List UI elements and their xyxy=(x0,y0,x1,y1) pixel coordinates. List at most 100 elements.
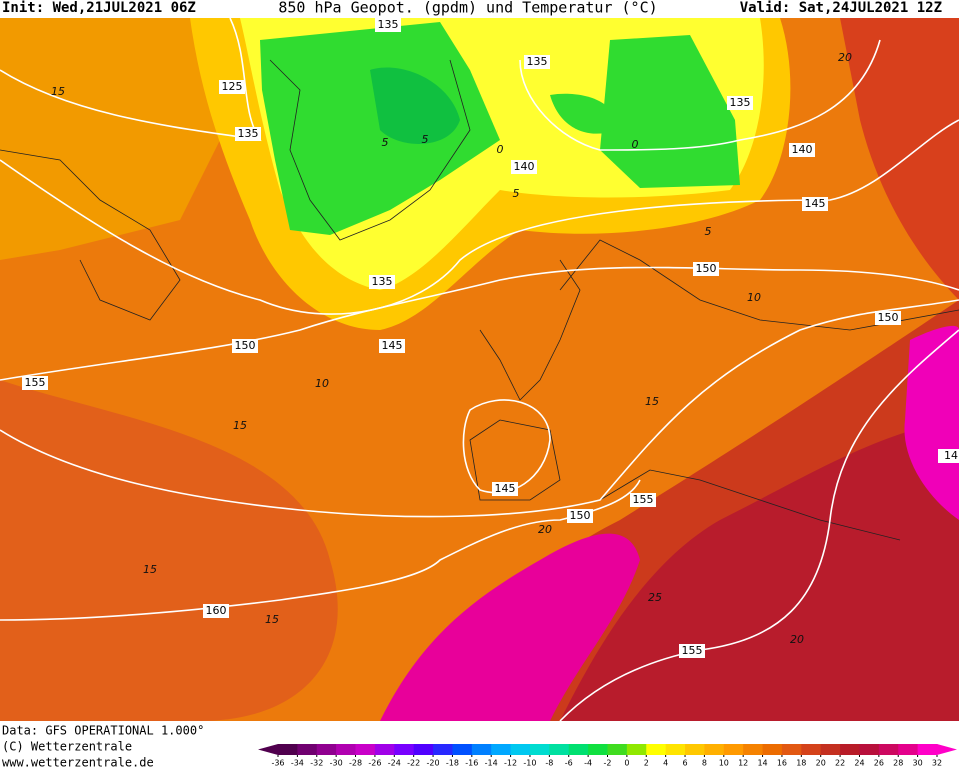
colorbar-label: -26 xyxy=(368,759,381,768)
colorbar-swatch xyxy=(568,744,589,755)
colorbar-label: -28 xyxy=(349,759,362,768)
label-box xyxy=(219,80,245,94)
colorbar-swatch xyxy=(355,744,376,755)
colorbar-label: -32 xyxy=(310,759,323,768)
colorbar-swatch xyxy=(336,744,357,755)
temperature-zone xyxy=(370,67,460,144)
geopotential-label: 135 xyxy=(730,96,751,109)
colorbar-swatch xyxy=(801,744,822,755)
colorbar-swatch xyxy=(413,744,434,755)
geopotential-label: 135 xyxy=(378,18,399,31)
label-box xyxy=(232,339,258,353)
colorbar-swatch xyxy=(878,744,899,755)
colorbar-swatch xyxy=(491,744,512,755)
temperature-label: 15 xyxy=(265,613,279,626)
geopotential-label: 140 xyxy=(514,160,535,173)
geopotential-label: 155 xyxy=(633,493,654,506)
colorbar-label: -34 xyxy=(291,759,304,768)
temperature-zone xyxy=(0,380,338,721)
colorbar-end xyxy=(937,744,957,755)
colorbar-label: 26 xyxy=(874,759,884,768)
colorbar-label: -22 xyxy=(407,759,420,768)
label-box xyxy=(789,143,815,157)
colorbar-label: 10 xyxy=(719,759,729,768)
label-box xyxy=(693,262,719,276)
colorbar-label: -30 xyxy=(330,759,343,768)
geopotential-label: 14 xyxy=(944,449,958,462)
geopotential-label: 125 xyxy=(222,80,243,93)
geopotential-label: 150 xyxy=(696,262,717,275)
label-box xyxy=(511,160,537,174)
colorbar-label: -20 xyxy=(427,759,440,768)
colorbar-label: 8 xyxy=(702,759,707,768)
colorbar-swatch xyxy=(626,744,647,755)
map xyxy=(0,18,959,721)
colorbar-label: 22 xyxy=(835,759,845,768)
label-box xyxy=(802,197,828,211)
colorbar-label: 2 xyxy=(644,759,649,768)
geopotential-label: 160 xyxy=(206,604,227,617)
colorbar-swatch xyxy=(704,744,725,755)
label-box xyxy=(630,493,656,507)
colorbar-swatch xyxy=(607,744,628,755)
temperature-label: 20 xyxy=(790,633,804,646)
geopotential-label: 145 xyxy=(382,339,403,352)
colorbar: -36 -34 -32 -30 -28 -26 -24 -22 -20 -18 -16 -14 -12-… xyxy=(258,744,957,768)
geopotential-label: 150 xyxy=(570,509,591,522)
label-box xyxy=(22,376,48,390)
colorbar-label: 0 xyxy=(624,759,629,768)
temperature-label: 15 xyxy=(233,419,247,432)
colorbar-label: 6 xyxy=(682,759,687,768)
label-box xyxy=(938,449,959,463)
init-time: Init: Wed,21JUL2021 06Z xyxy=(2,0,196,16)
geopotential-labels: 1351251351351401351401451351501451501551… xyxy=(22,18,959,658)
temperature-label: 5 xyxy=(513,187,520,200)
colorbar-label: 14 xyxy=(757,759,767,768)
colorbar-swatch xyxy=(723,744,744,755)
colorbar-label: 20 xyxy=(816,759,826,768)
colorbar-swatch xyxy=(588,744,608,755)
colorbar-swatch xyxy=(820,744,841,755)
temperature-label: 15 xyxy=(143,563,157,576)
label-box xyxy=(203,604,229,618)
colorbar-swatch xyxy=(278,744,298,755)
temperature-zone xyxy=(380,533,640,721)
temperature-zone xyxy=(904,325,959,520)
temperature-zone xyxy=(560,420,959,721)
data-source: Data: GFS OPERATIONAL 1.000° xyxy=(2,724,204,738)
colorbar-label: -10 xyxy=(523,759,536,768)
label-box xyxy=(679,644,705,658)
label-box xyxy=(492,482,518,496)
colorbar-label: -12 xyxy=(504,759,517,768)
geopotential-label: 150 xyxy=(235,339,256,352)
colorbar-swatch xyxy=(685,744,705,755)
colorbar-label: 18 xyxy=(796,759,806,768)
temperature-label: 25 xyxy=(648,591,662,604)
colorbar-swatch xyxy=(859,744,880,755)
label-box xyxy=(875,311,901,325)
temperature-label: 15 xyxy=(51,85,65,98)
label-box xyxy=(567,509,593,523)
temperature-label: 20 xyxy=(838,51,852,64)
colorbar-swatch xyxy=(471,744,492,755)
label-box xyxy=(235,127,261,141)
colorbar-swatch xyxy=(452,744,473,755)
colorbar-swatch xyxy=(781,744,802,755)
temperature-label: 10 xyxy=(747,291,761,304)
colorbar-label: 24 xyxy=(854,759,864,768)
colorbar-label: 32 xyxy=(932,759,942,768)
colorbar-label: -24 xyxy=(388,759,401,768)
temperature-zone xyxy=(0,18,250,260)
colorbar-swatch xyxy=(898,744,919,755)
temperature-label: 0 xyxy=(497,143,504,156)
colorbar-label: -18 xyxy=(446,759,459,768)
colorbar-label: 12 xyxy=(738,759,748,768)
label-box xyxy=(727,96,753,110)
geopotential-label: 145 xyxy=(805,197,826,210)
geopotential-label: 135 xyxy=(527,55,548,68)
colorbar-label: -4 xyxy=(584,759,592,768)
temperature-label: 15 xyxy=(645,395,659,408)
geopotential-label: 155 xyxy=(25,376,46,389)
colorbar-swatch xyxy=(665,744,686,755)
